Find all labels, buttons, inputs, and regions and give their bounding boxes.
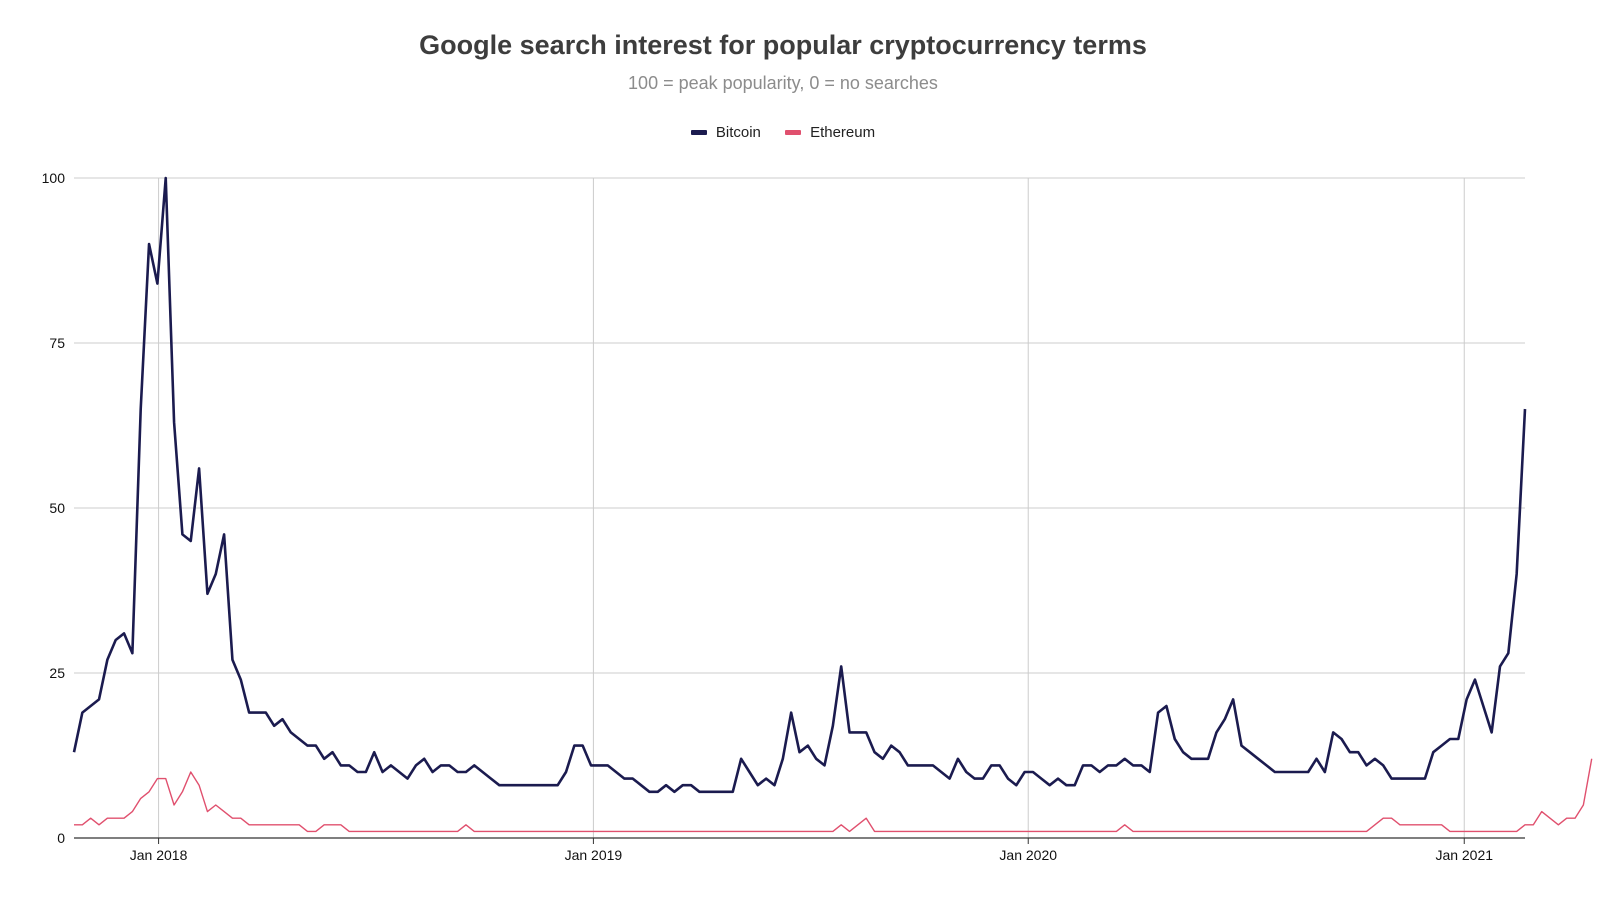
x-tick-label: Jan 2020: [999, 847, 1057, 863]
legend-swatch-ethereum: [785, 130, 802, 135]
y-tick-label: 0: [57, 830, 65, 846]
chart-legend: Bitcoin Ethereum: [0, 122, 1566, 141]
legend-label-bitcoin: Bitcoin: [715, 124, 761, 141]
x-tick-label: Jan 2018: [130, 847, 188, 863]
legend-swatch-bitcoin: [690, 130, 707, 135]
legend-item-bitcoin[interactable]: Bitcoin: [690, 124, 761, 141]
y-tick-label: 50: [49, 500, 65, 516]
legend-label-ethereum: Ethereum: [810, 124, 876, 141]
chart-title: Google search interest for popular crypt…: [419, 30, 1147, 60]
y-tick-label: 75: [49, 335, 65, 351]
y-tick-label: 100: [42, 170, 66, 186]
y-tick-label: 25: [49, 665, 65, 681]
chart-subtitle: 100 = peak popularity, 0 = no searches: [628, 73, 938, 93]
series-line-ethereum: [74, 758, 1593, 833]
x-tick-label: Jan 2019: [565, 847, 623, 863]
x-tick-label: Jan 2021: [1435, 847, 1493, 863]
series-line-bitcoin: [72, 176, 1527, 794]
legend-item-ethereum[interactable]: Ethereum: [785, 124, 875, 141]
